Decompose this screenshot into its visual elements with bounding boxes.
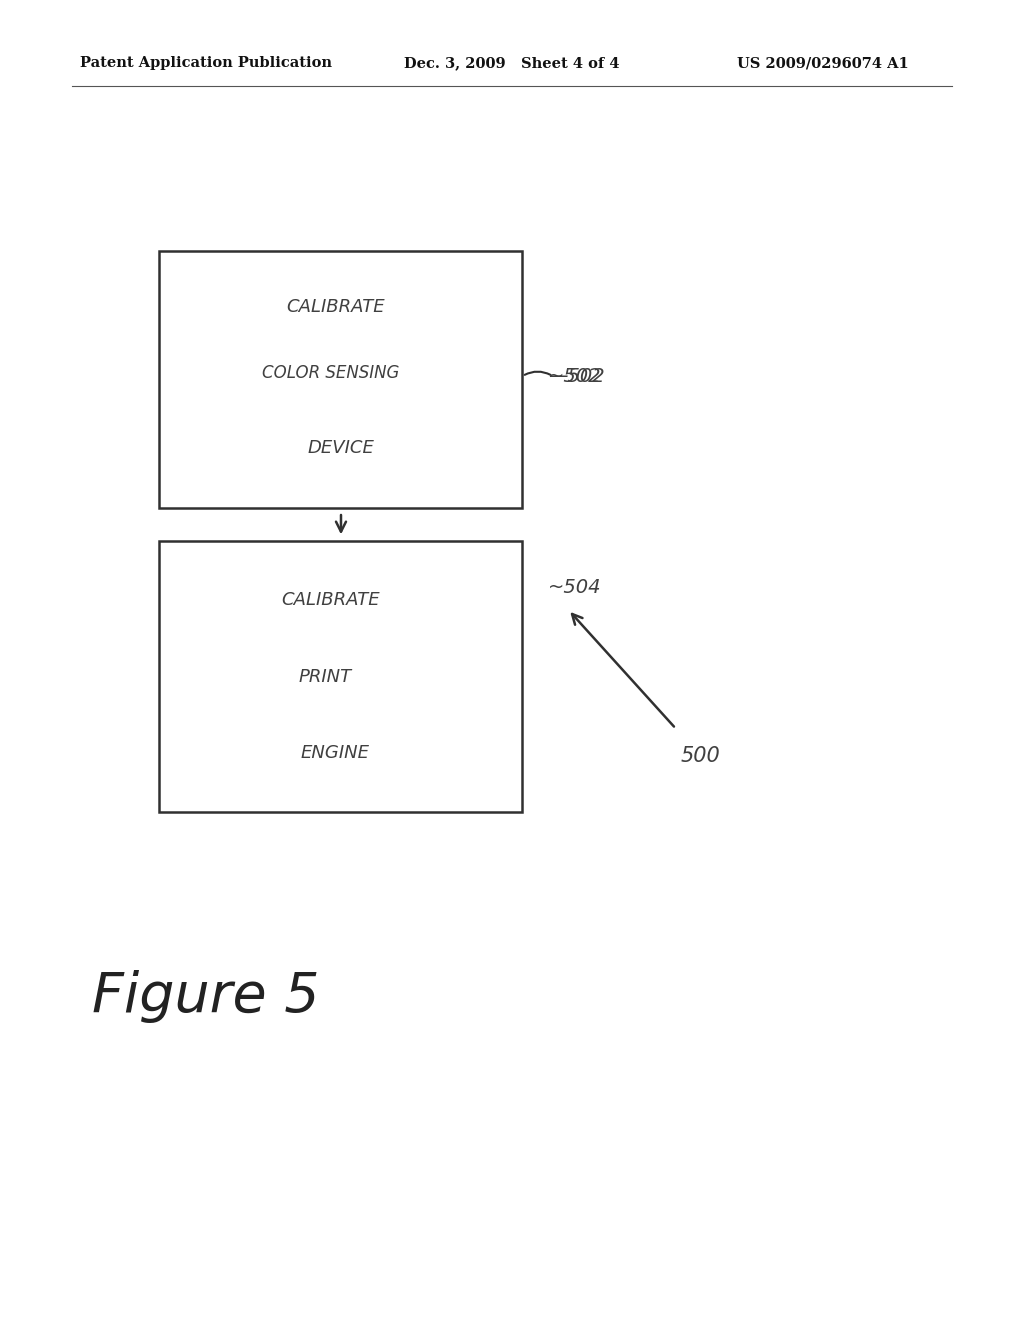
Text: Patent Application Publication: Patent Application Publication	[80, 57, 332, 70]
Text: Figure 5: Figure 5	[92, 970, 319, 1023]
Text: DEVICE: DEVICE	[307, 440, 374, 457]
Text: —502: —502	[548, 367, 604, 385]
Text: CALIBRATE: CALIBRATE	[286, 298, 385, 315]
Text: PRINT: PRINT	[299, 668, 351, 685]
Text: COLOR SENSING: COLOR SENSING	[261, 364, 399, 381]
Bar	[159, 541, 522, 812]
Text: Dec. 3, 2009   Sheet 4 of 4: Dec. 3, 2009 Sheet 4 of 4	[404, 57, 620, 70]
Text: ENGINE: ENGINE	[301, 744, 370, 762]
Text: CALIBRATE: CALIBRATE	[281, 591, 380, 609]
Text: 500: 500	[681, 746, 721, 766]
Text: US 2009/0296074 A1: US 2009/0296074 A1	[737, 57, 909, 70]
Bar	[159, 251, 522, 508]
Text: ~504: ~504	[548, 578, 601, 597]
Text: ~502: ~502	[548, 367, 601, 385]
